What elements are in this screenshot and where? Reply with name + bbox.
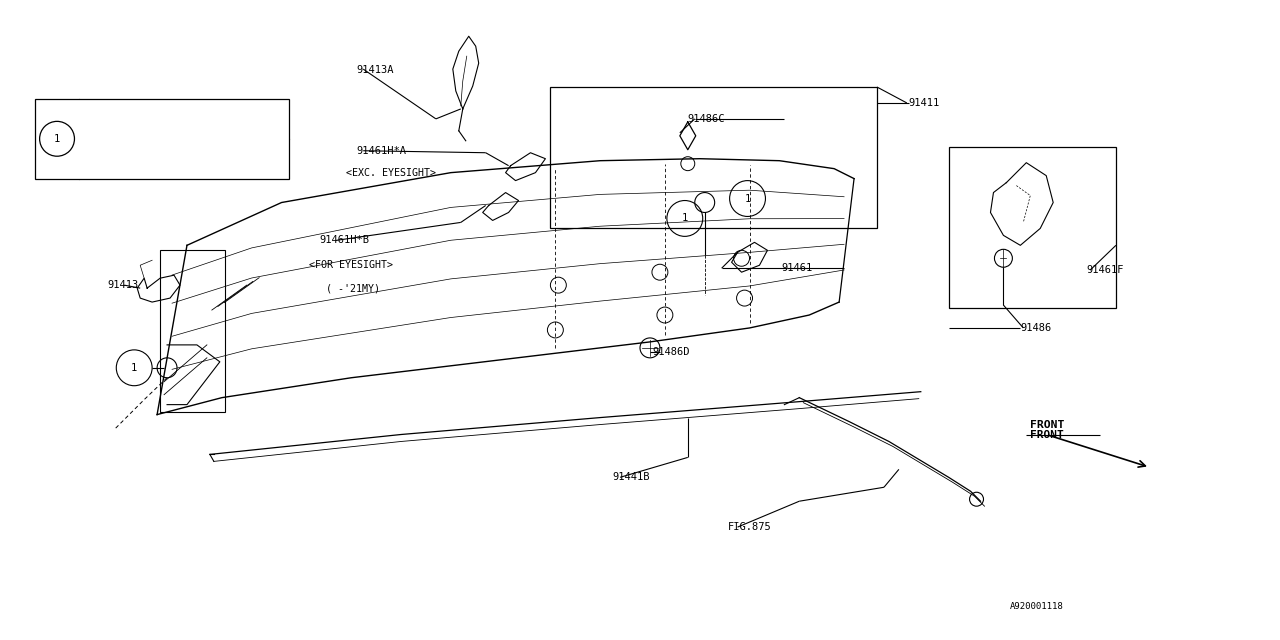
Text: FRONT: FRONT [1030, 429, 1064, 440]
Text: ( -'21MY): ( -'21MY) [326, 283, 380, 293]
Text: 91461H*A: 91461H*A [356, 146, 406, 156]
Text: W130051 < -'2212>: W130051 < -'2212> [90, 115, 189, 125]
Text: <FOR EYESIGHT>: <FOR EYESIGHT> [310, 260, 393, 270]
Text: 91413A: 91413A [356, 65, 394, 75]
Text: 91461F: 91461F [1085, 265, 1124, 275]
Text: 1: 1 [131, 363, 137, 372]
Text: 91411: 91411 [909, 98, 940, 108]
Text: 1: 1 [745, 193, 750, 204]
Text: 91413: 91413 [108, 280, 138, 290]
Text: A920001118: A920001118 [1010, 602, 1064, 611]
Text: 91461: 91461 [781, 263, 813, 273]
Bar [948, 147, 1116, 308]
Bar [35, 99, 288, 179]
Text: 91486D: 91486D [652, 347, 690, 357]
Text: 1: 1 [54, 134, 60, 144]
Text: FRONT: FRONT [1030, 420, 1065, 429]
Text: W140080 ('2212-  >: W140080 ('2212- > [90, 153, 195, 163]
Text: <EXC. EYESIGHT>: <EXC. EYESIGHT> [347, 168, 436, 178]
Text: 1: 1 [682, 214, 687, 223]
Bar [160, 250, 225, 412]
Text: 91441B: 91441B [612, 472, 650, 483]
Bar [550, 87, 877, 228]
Text: 91486C: 91486C [687, 114, 726, 124]
Text: 91486: 91486 [1020, 323, 1052, 333]
Text: 91461H*B: 91461H*B [320, 236, 370, 245]
Text: FIG.875: FIG.875 [727, 522, 772, 532]
